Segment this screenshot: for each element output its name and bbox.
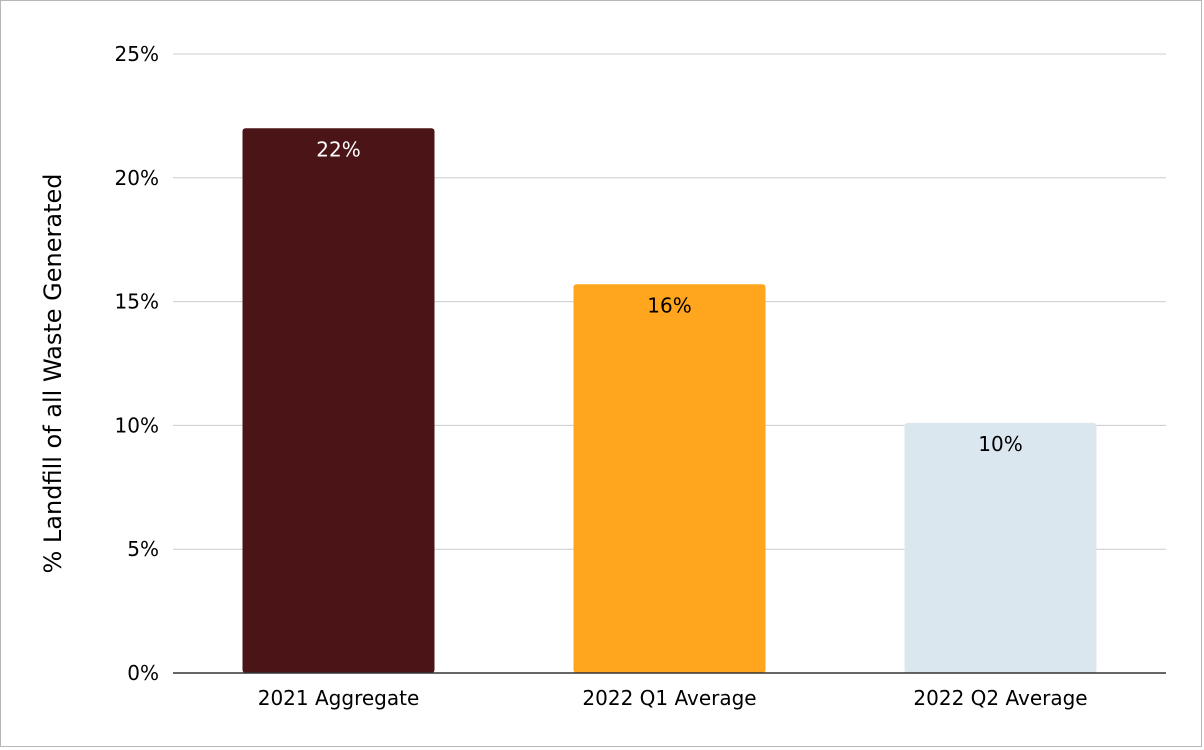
y-tick-label: 25% — [115, 42, 159, 66]
y-tick-label: 20% — [115, 166, 159, 190]
x-axis-categories: 2021 Aggregate 2022 Q1 Average 2022 Q2 Ave… — [258, 686, 1088, 710]
y-tick-label: 5% — [127, 537, 159, 561]
data-label: 10% — [978, 432, 1022, 456]
y-axis-ticks: 0% 5% 10% 15% 20% 25% — [115, 42, 159, 685]
data-labels: 22% 16% 10% — [316, 137, 1022, 456]
y-tick-label: 10% — [115, 413, 159, 437]
data-label: 22% — [316, 137, 360, 161]
y-tick-label: 15% — [115, 290, 159, 314]
y-axis-label: % Landfill of all Waste Generated — [39, 173, 67, 573]
bar — [573, 284, 766, 673]
x-category-label: 2022 Q1 Average — [582, 686, 756, 710]
bar — [242, 128, 435, 673]
y-tick-label: 0% — [127, 661, 159, 685]
bars — [242, 128, 1097, 673]
data-label: 16% — [647, 293, 691, 317]
bar — [904, 422, 1097, 673]
x-category-label: 2022 Q2 Average — [913, 686, 1087, 710]
x-category-label: 2021 Aggregate — [258, 686, 420, 710]
